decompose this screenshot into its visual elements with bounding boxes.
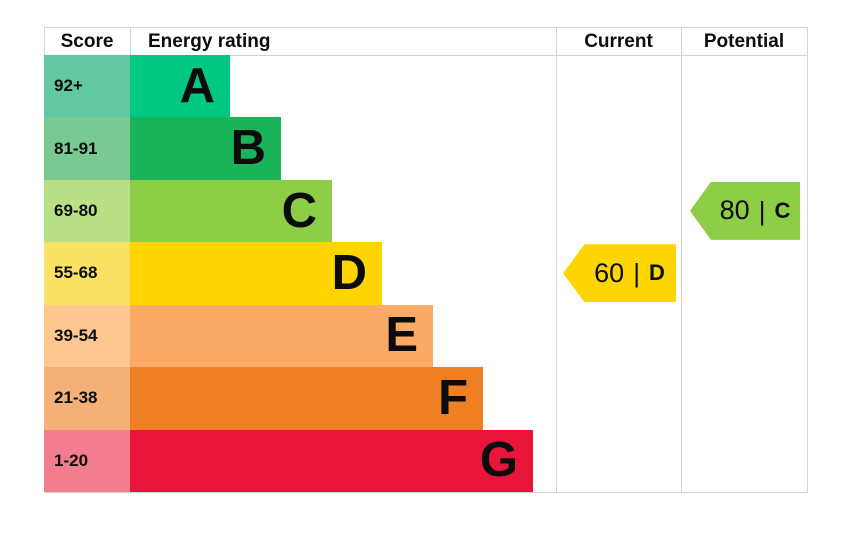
potential-rating-divider: | (758, 195, 766, 226)
band-row-e: 39-54 E (44, 304, 556, 368)
band-row-c: 69-80 C (44, 179, 556, 243)
score-column-divider (130, 27, 131, 55)
band-row-d: 55-68 D (44, 242, 556, 305)
band-letter: A (179, 58, 215, 113)
current-column-header: Current (584, 30, 653, 52)
band-score-range: 81-91 (44, 117, 130, 180)
band-score-range: 92+ (44, 55, 130, 118)
score-column-header: Score (60, 30, 114, 52)
table-left-border (44, 27, 45, 55)
current-rating-band: D (648, 260, 665, 286)
band-bar: F (130, 367, 483, 430)
band-bar: E (130, 304, 433, 368)
band-bar: B (130, 117, 281, 180)
energy-rating-column-header: Energy rating (148, 30, 271, 52)
band-score-range: 39-54 (44, 304, 130, 368)
band-row-a: 92+ A (44, 55, 556, 118)
header-bottom-border (44, 55, 808, 56)
band-bar: D (130, 242, 382, 305)
band-letter: D (331, 245, 367, 300)
band-bar: A (130, 55, 230, 118)
band-bar: G (130, 429, 533, 492)
band-score-range: 69-80 (44, 179, 130, 243)
band-row-b: 81-91 B (44, 117, 556, 180)
band-score-range: 1-20 (44, 429, 130, 492)
band-rows: 92+ A 81-91 B 69-80 C 55-68 D 39-54 E 21… (44, 55, 556, 492)
potential-column-header: Potential (703, 30, 785, 52)
band-bar: C (130, 179, 332, 243)
current-rating-arrow: 60 | D (563, 244, 676, 303)
band-letter: B (230, 121, 266, 176)
table-top-border (44, 27, 808, 28)
band-letter: F (438, 370, 468, 425)
band-letter: C (281, 183, 317, 238)
rating-column-divider (556, 27, 557, 492)
potential-rating-band: C (774, 197, 791, 223)
current-rating-value: 60 (594, 257, 625, 288)
potential-rating-arrow: 80 | C (690, 181, 800, 240)
band-score-range: 55-68 (44, 242, 130, 305)
table-right-border (807, 27, 808, 492)
band-row-g: 1-20 G (44, 429, 556, 492)
potential-rating-value: 80 (719, 195, 750, 226)
table-bottom-border (44, 492, 808, 493)
current-column-divider (681, 27, 682, 492)
band-score-range: 21-38 (44, 367, 130, 430)
band-letter: G (479, 433, 518, 488)
current-rating-divider: | (633, 258, 640, 289)
band-letter: E (385, 308, 418, 363)
band-row-f: 21-38 F (44, 367, 556, 430)
